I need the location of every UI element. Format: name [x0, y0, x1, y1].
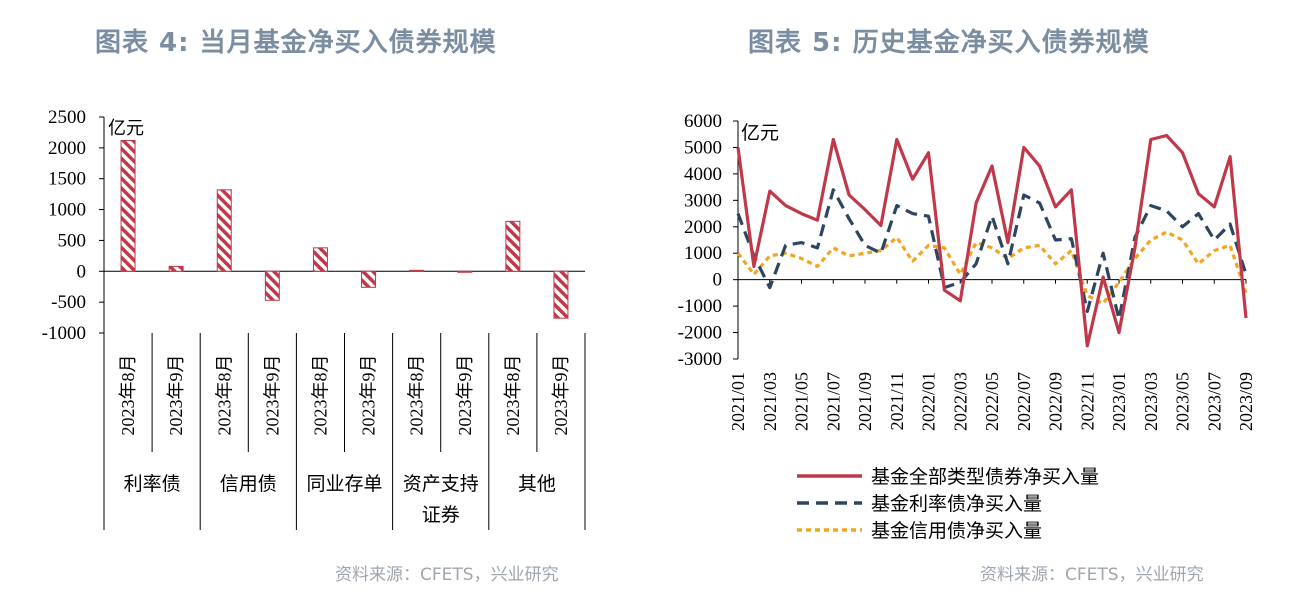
- series-line: [736, 230, 1248, 306]
- right-x-tick-label: 2023/09: [1236, 372, 1256, 431]
- bar: [168, 265, 184, 272]
- right-y-tick-label: 6000: [684, 111, 722, 132]
- category-label: 2023年9月: [166, 355, 186, 436]
- right-x-tick-label: 2021/07: [823, 372, 843, 431]
- right-x-tick-label: 2022/09: [1046, 372, 1066, 431]
- right-y-tick-label: -2000: [678, 323, 722, 344]
- category-label: 2023年9月: [262, 355, 282, 436]
- right-y-tick-label: 3000: [684, 190, 722, 211]
- right-x-tick-label: 2023/07: [1204, 372, 1224, 431]
- left-chart-title: 图表 4: 当月基金净买入债券规模: [95, 28, 497, 58]
- right-y-tick-label: 4000: [684, 164, 722, 185]
- category-label: 2023年8月: [118, 355, 138, 436]
- left-y-tick-label: -1000: [42, 323, 86, 344]
- group-label: 其他: [518, 473, 556, 495]
- right-x-tick-label: 2023/01: [1109, 372, 1129, 431]
- right-x-tick-label: 2022/11: [1077, 372, 1097, 430]
- right-x-tick-label: 2022/07: [1014, 372, 1034, 431]
- category-label: 2023年9月: [551, 355, 571, 436]
- left-y-tick-label: 1000: [48, 200, 86, 221]
- right-x-tick-label: 2021/03: [760, 372, 780, 431]
- right-unit-label: 亿元: [741, 122, 779, 144]
- category-label: 2023年8月: [310, 355, 330, 436]
- category-label: 2023年9月: [359, 355, 379, 436]
- category-label: 2023年8月: [214, 355, 234, 436]
- category-label: 2023年9月: [455, 355, 475, 436]
- right-x-tick-label: 2023/05: [1173, 372, 1193, 431]
- legend-label: 基金信用债净买入量: [871, 520, 1042, 542]
- right-chart-title: 图表 5: 历史基金净买入债券规模: [748, 28, 1150, 58]
- left-y-tick-label: 2000: [48, 138, 86, 159]
- group-label: 信用债: [220, 473, 277, 495]
- right-y-tick-label: -3000: [678, 349, 722, 370]
- right-y-tick-label: 0: [713, 270, 723, 291]
- right-x-tick-label: 2022/01: [919, 372, 939, 431]
- category-label: 2023年8月: [407, 355, 427, 436]
- right-x-tick-label: 2021/01: [728, 372, 748, 431]
- right-y-tick-label: -1000: [678, 296, 722, 317]
- right-y-tick-label: 2000: [684, 217, 722, 238]
- right-x-tick-label: 2022/03: [950, 372, 970, 431]
- legend-label: 基金全部类型债券净买入量: [871, 466, 1099, 488]
- series-line: [736, 188, 1248, 321]
- bar: [505, 220, 521, 272]
- group-label: 利率债: [124, 473, 181, 495]
- left-y-tick-label: 1500: [48, 169, 86, 190]
- bar: [553, 270, 569, 319]
- right-x-tick-label: 2021/05: [792, 372, 812, 431]
- legend-label: 基金利率债净买入量: [871, 493, 1042, 515]
- bar: [409, 269, 425, 272]
- bar: [457, 270, 473, 273]
- right-source-note: 资料来源：CFETS，兴业研究: [980, 565, 1204, 585]
- bar: [312, 247, 328, 272]
- bar: [361, 270, 377, 288]
- right-x-tick-label: 2021/09: [855, 372, 875, 431]
- left-source-note: 资料来源：CFETS，兴业研究: [335, 565, 559, 585]
- left-y-tick-label: 2500: [48, 107, 86, 128]
- bar: [120, 139, 136, 272]
- right-x-tick-label: 2022/05: [982, 372, 1002, 431]
- bar: [264, 270, 280, 301]
- category-label: 2023年8月: [503, 355, 523, 436]
- left-y-tick-label: -500: [51, 292, 86, 313]
- bar: [216, 189, 232, 272]
- left-y-tick-label: 0: [77, 261, 87, 282]
- group-label-line2: 证券: [422, 504, 460, 526]
- right-x-tick-label: 2023/03: [1141, 372, 1161, 431]
- left-unit-label: 亿元: [108, 118, 144, 138]
- group-label: 同业存单: [306, 473, 382, 495]
- right-y-tick-label: 1000: [684, 243, 722, 264]
- group-label: 资产支持: [403, 473, 479, 495]
- series-line: [736, 133, 1248, 348]
- left-y-tick-label: 500: [58, 230, 87, 251]
- right-x-tick-label: 2021/11: [887, 372, 907, 430]
- right-y-tick-label: 5000: [684, 137, 722, 158]
